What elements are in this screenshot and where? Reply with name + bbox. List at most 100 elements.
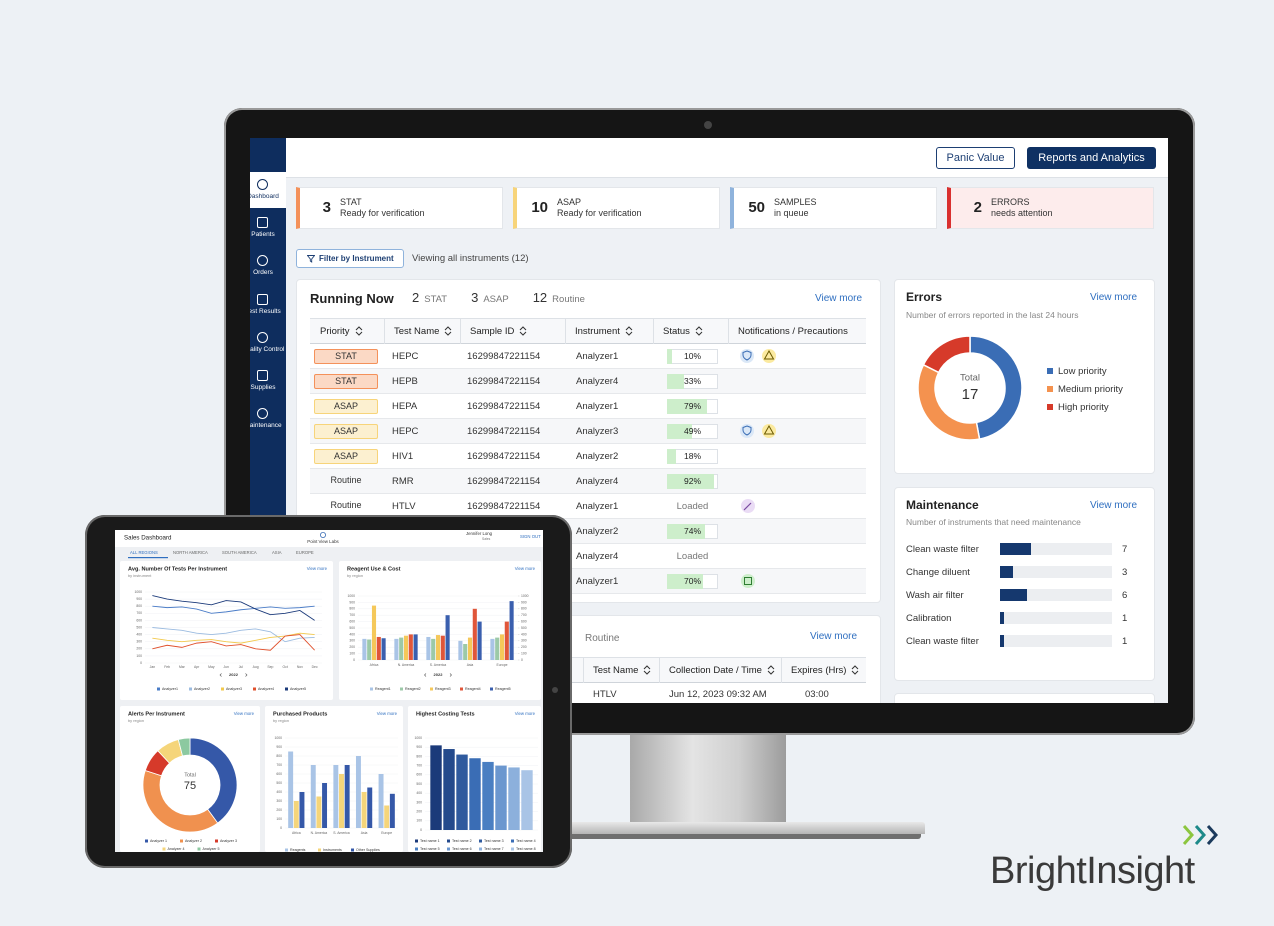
x-tick-label: Europe: [497, 663, 508, 667]
summary-card[interactable]: [296, 187, 503, 229]
legend-label: Analyzer1: [162, 687, 178, 691]
region-tab[interactable]: NORTH AMERICA: [173, 550, 208, 555]
sidebar-icon[interactable]: [257, 179, 268, 190]
legend-swatch: [460, 687, 463, 691]
x-tick-label: Aug: [253, 665, 259, 669]
sidebar-icon[interactable]: [257, 331, 268, 343]
view-more-link[interactable]: View more: [377, 711, 398, 716]
view-more-link[interactable]: View more: [810, 631, 858, 642]
maintenance-track: [1000, 635, 1112, 647]
y-tick-label: 100: [521, 651, 527, 655]
panel-subtitle: Number of errors reported in the last 24…: [906, 310, 1079, 320]
sidebar-icon[interactable]: [257, 370, 268, 381]
sort-icon[interactable]: [355, 326, 363, 336]
bar: [440, 635, 445, 660]
y-tick-label: 500: [521, 626, 527, 630]
region-tab[interactable]: EUROPE: [296, 550, 314, 555]
legend-swatch: [197, 847, 201, 851]
view-more-link[interactable]: View more: [234, 711, 255, 716]
sidebar-icon[interactable]: [257, 217, 268, 229]
y-tick-label: 500: [416, 782, 422, 786]
sign-out-link[interactable]: SIGN OUT: [520, 534, 541, 539]
sample-id: 16299847221154: [467, 501, 541, 512]
sort-icon[interactable]: [643, 665, 651, 675]
sidebar-label[interactable]: Dashboard: [250, 193, 279, 200]
priority-badge: STAT: [314, 374, 378, 389]
y-tick-label: 0: [420, 828, 422, 832]
y-tick-label: 900: [521, 600, 527, 604]
sidebar-label[interactable]: Maintenance: [250, 422, 282, 430]
donut-total-label: Total: [960, 373, 980, 384]
sort-icon[interactable]: [767, 665, 775, 675]
sidebar-label[interactable]: Supplies: [250, 384, 276, 391]
sidebar-icon[interactable]: [257, 293, 268, 305]
sort-icon[interactable]: [519, 326, 527, 336]
sidebar-label[interactable]: Quality Control: [250, 345, 285, 353]
filter-label[interactable]: Filter by Instrument: [319, 254, 394, 263]
legend-label: Test name 7: [484, 847, 504, 851]
priority-badge: ASAP: [314, 424, 378, 439]
region-tab[interactable]: SOUTH AMERICA: [222, 550, 257, 555]
sort-icon[interactable]: [695, 326, 703, 336]
running-count-group: 3 ASAP: [471, 290, 509, 305]
panic-value-button[interactable]: Panic Value: [936, 147, 1015, 169]
x-tick-label: Asia: [467, 663, 474, 667]
x-tick-label: Europe: [381, 831, 392, 835]
card-label: SAMPLES: [774, 197, 817, 207]
sidebar-label[interactable]: Test Results: [250, 307, 281, 315]
sort-icon[interactable]: [851, 665, 859, 675]
view-more-link[interactable]: View more: [515, 566, 536, 571]
bar: [521, 770, 533, 830]
chart-title: Avg. Number Of Tests Per Instrument: [128, 566, 227, 572]
sort-icon[interactable]: [625, 326, 633, 336]
sidebar-icon[interactable]: [257, 408, 268, 420]
view-more-link[interactable]: View more: [515, 711, 536, 716]
y-tick-label: 300: [521, 639, 527, 643]
legend-swatch: [400, 687, 403, 691]
y-tick-label: 1000: [414, 736, 422, 740]
active-tab-underline: [128, 557, 168, 559]
donut-total: 75: [184, 780, 196, 792]
column-header-label: Test Name: [394, 325, 440, 337]
reports-button[interactable]: Reports and Analytics: [1027, 147, 1156, 169]
priority-badge: Routine: [330, 500, 362, 510]
region-tab[interactable]: ASIA: [272, 550, 282, 555]
summary-card[interactable]: [730, 187, 937, 229]
table-row: [310, 469, 866, 494]
region-tab[interactable]: ALL REGIONS: [130, 550, 158, 555]
view-more-link[interactable]: View more: [307, 566, 328, 571]
next-arrow[interactable]: [449, 673, 452, 677]
view-more-link[interactable]: View more: [1090, 500, 1138, 511]
y-tick-label: 300: [349, 639, 355, 643]
instrument: Analyzer1: [576, 401, 619, 412]
column-header: Collection Date / Time: [669, 657, 775, 683]
sort-icon[interactable]: [444, 326, 452, 336]
sample-id: 16299847221154: [467, 401, 541, 412]
prev-arrow[interactable]: [424, 673, 427, 677]
legend-label: Analyzer 3: [220, 839, 237, 843]
summary-card[interactable]: [513, 187, 720, 229]
sidebar-label[interactable]: Orders: [253, 269, 273, 277]
maintenance-label: Clean waste filter: [906, 544, 979, 555]
running-counts: 2 STAT 3 ASAP 12 Routine: [412, 290, 585, 305]
chart-title: Purchased Products: [273, 711, 327, 717]
sidebar-icon[interactable]: [257, 255, 268, 267]
prev-arrow[interactable]: [219, 673, 222, 677]
status-label: 49%: [683, 426, 701, 436]
view-more-link[interactable]: View more: [815, 293, 863, 304]
legend-swatch: [430, 687, 433, 691]
summary-card[interactable]: [947, 187, 1154, 229]
test-name: HEPB: [392, 376, 418, 387]
y-tick-label: 100: [416, 819, 422, 823]
next-arrow[interactable]: [245, 673, 248, 677]
brand-logo-mark: [1182, 825, 1219, 845]
test-name: HEPC: [392, 426, 419, 437]
filter-button[interactable]: Filter by Instrument: [296, 249, 404, 268]
filter-icon[interactable]: [307, 254, 315, 263]
bar: [371, 605, 377, 660]
view-more-link[interactable]: View more: [1090, 292, 1138, 303]
legend-label: Test name 1: [420, 839, 440, 843]
table-cell: 03:00: [805, 689, 829, 700]
bar: [426, 636, 431, 660]
sidebar-label[interactable]: Patients: [251, 231, 275, 239]
